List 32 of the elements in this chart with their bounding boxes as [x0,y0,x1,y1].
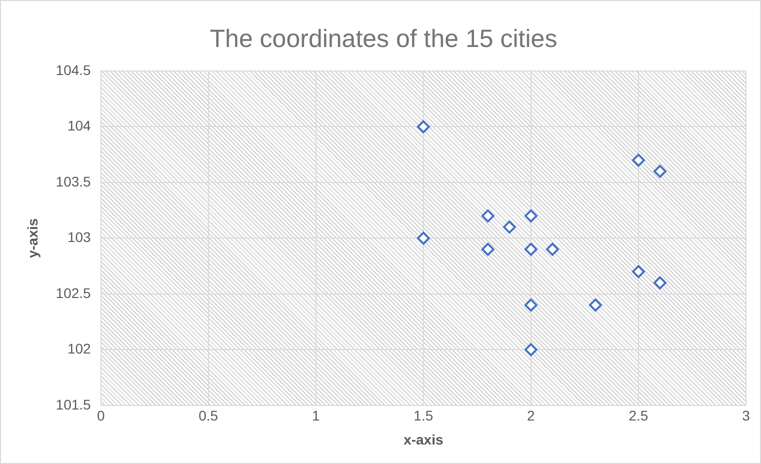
x-tick-label: 2.5 [628,408,648,424]
y-tick-label: 102.5 [56,284,92,301]
point [524,298,538,312]
point [653,276,666,290]
point [416,232,430,245]
x-tick-label: 2 [527,408,536,424]
point [481,242,494,256]
x-tick-label: 1 [312,408,320,424]
y-tick-label: 103.5 [56,173,92,190]
y-tick-label: 104.5 [56,62,92,78]
chart-title: The coordinates of the 15 cities [210,24,558,53]
point [546,242,559,256]
point [481,209,494,222]
point [524,242,538,256]
y-axis-title: y-axis [24,218,40,258]
point [524,343,538,356]
point [632,265,645,278]
point [524,209,538,222]
x-tick-label: 0 [96,408,105,424]
y-tick-label: 103 [67,229,92,246]
point [416,120,430,134]
y-tick-label: 102 [67,340,92,357]
point [502,220,516,234]
x-axis-title: x-axis [404,431,444,448]
x-tick-label: 1.5 [414,408,434,424]
point [653,164,666,178]
y-tick-label: 104 [67,118,92,134]
point [632,154,645,167]
x-tick-label: 0.5 [198,408,218,424]
point [588,298,602,312]
y-tick-label: 101.5 [56,396,92,412]
x-tick-label: 3 [742,408,750,424]
